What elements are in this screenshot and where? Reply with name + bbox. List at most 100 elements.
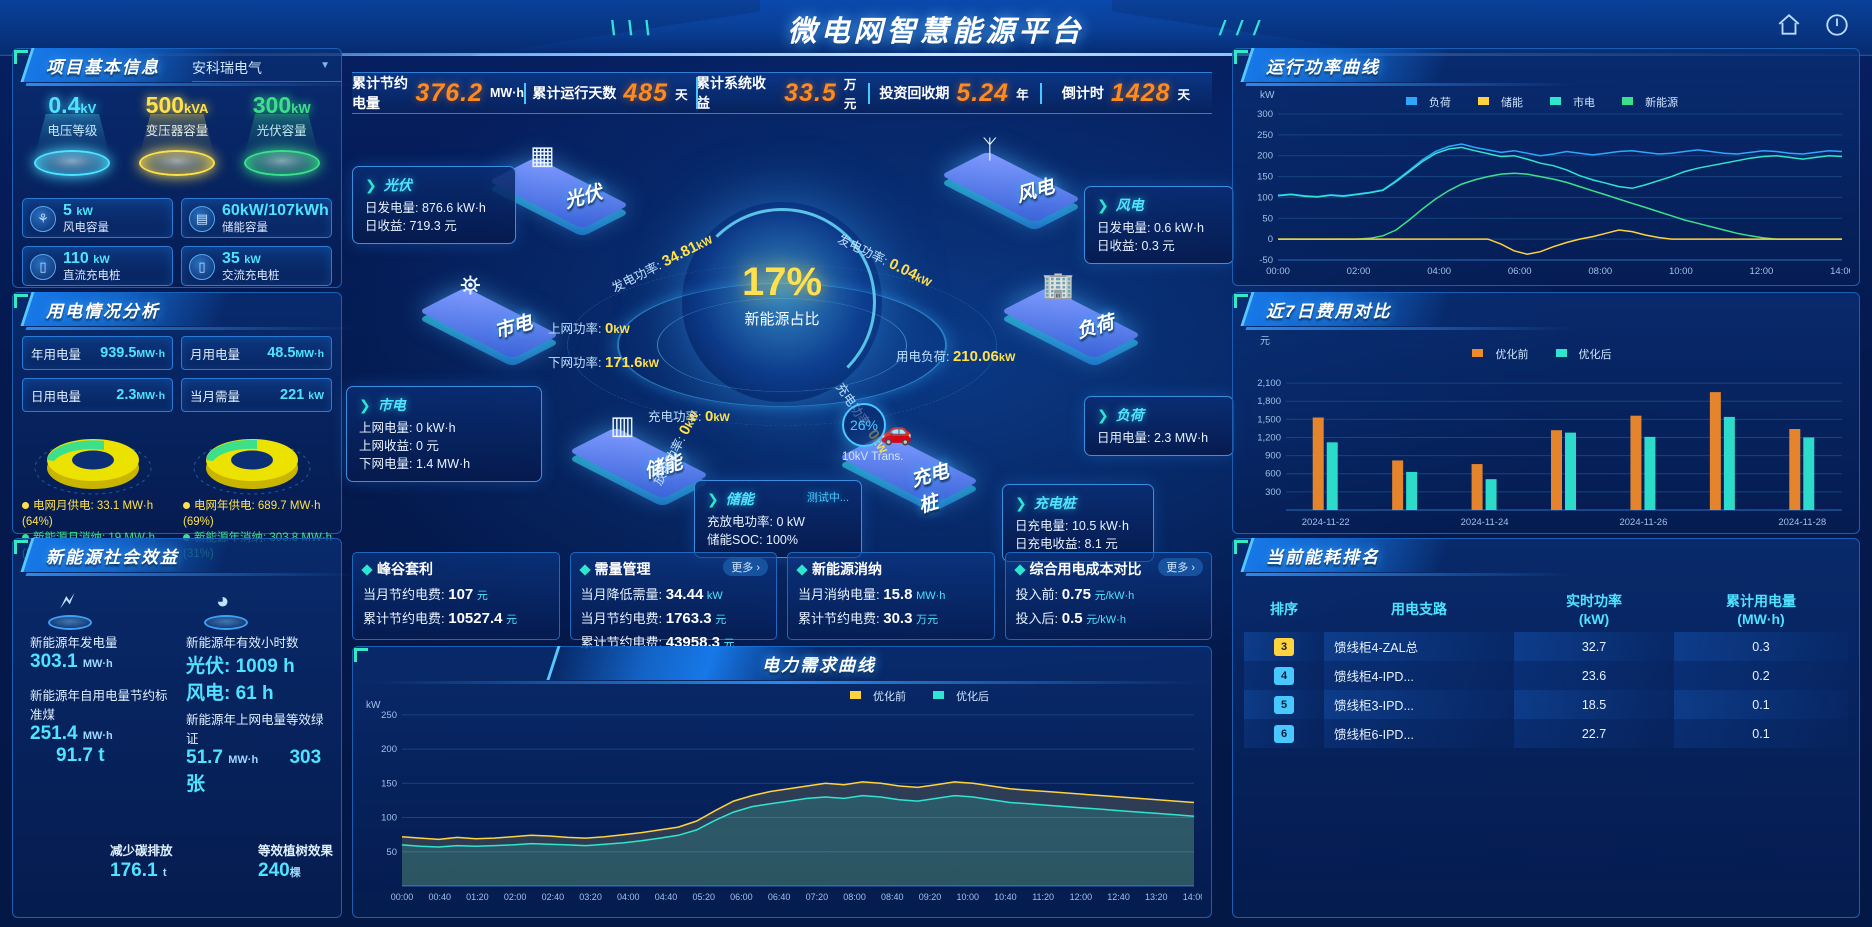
org-select-value: 安科瑞电气 [192, 60, 262, 76]
svg-text:10:00: 10:00 [956, 892, 979, 902]
card-0-row1-key: 累计节约电费: [363, 611, 445, 626]
legend-dot-icon [183, 534, 190, 541]
iso-node-pv[interactable]: ▦ 光伏 [488, 138, 630, 237]
svg-text:01:20: 01:20 [466, 892, 489, 902]
row-3-rank: 6 [1244, 719, 1324, 748]
card-1-row2-unit: 元 [723, 638, 735, 650]
card-2-row0-key: 当月消纳电量: [798, 587, 880, 602]
mini-wind-unit: kW [76, 206, 93, 218]
fee-chart-svg: 2,100 1,800 1,500 1,200 900 600 300 2024-11-22 2… [1257, 378, 1842, 528]
kpi-0-value: 376.2 [415, 78, 483, 107]
iso-node-grid[interactable]: ⛯ 市电 [418, 268, 560, 367]
svg-text:600: 600 [1265, 469, 1281, 480]
svg-text:1,500: 1,500 [1257, 414, 1281, 425]
home-icon[interactable] [1776, 12, 1802, 38]
flow-5-value: 0 [704, 408, 714, 425]
mini-storage-value: 60kW/107kWh [222, 202, 329, 219]
infobox-storage[interactable]: 储能 测试中... 充放电功率: 0 kW 储能SOC: 100% [694, 480, 862, 558]
infobox-grid[interactable]: 市电 上网电量: 0 kW·h 上网收益: 0 元 下网电量: 1.4 MW·h [346, 386, 542, 482]
hero-transformer-value: 500 [145, 92, 185, 118]
table-row[interactable]: 5 馈线柜3-IPD... 18.5 0.1 [1244, 690, 1848, 719]
transmission-tower-icon: ⛯ [460, 270, 481, 300]
social-title: 新能源社会效益 [12, 538, 357, 576]
usage-month[interactable]: 月用电量 48.5MW·h [181, 336, 332, 370]
mini-wind-capacity[interactable]: ⚘ 5 kW 风电容量 [22, 198, 173, 238]
corner-marker-icon [14, 50, 28, 64]
row-1-rank: 4 [1244, 661, 1324, 690]
svg-text:2024-11-26: 2024-11-26 [1619, 517, 1667, 528]
usage-month-unit: MW·h [295, 348, 324, 360]
svg-text:02:00: 02:00 [504, 892, 527, 902]
table-row[interactable]: 4 馈线柜4-IPD... 23.6 0.2 [1244, 661, 1848, 690]
corner-marker-icon [1234, 540, 1248, 554]
infobox-storage-row-1: 储能SOC: 100% [707, 533, 799, 547]
svg-text:06:40: 06:40 [768, 892, 791, 902]
donut-month [18, 420, 177, 500]
card-0-row1-value: 10527.4 [448, 610, 503, 627]
mini-dc-charger[interactable]: ▯ 110 kW 直流充电桩 [22, 246, 173, 286]
title-underline [25, 327, 357, 330]
svg-text:900: 900 [1265, 451, 1281, 462]
legend-grid-year-value: 689.7 MW·h (69%) [183, 500, 321, 528]
demand-chart: 优化前 优化后 kW 250 200 150 100 50 00:00 00:40 01:20… [362, 684, 1202, 912]
donut-year-svg [193, 439, 311, 495]
mini-storage-capacity[interactable]: ▤ 60kW/107kWh 储能容量 [181, 198, 332, 238]
demand-title: 电力需求曲线 [352, 646, 1212, 684]
demand-legend: 优化前 优化后 [842, 688, 1202, 704]
card-2-row1-unit: 万元 [916, 614, 939, 626]
card-renewable-consumption[interactable]: 新能源消纳 当月消纳电量: 15.8 MW·h 累计节约电费: 30.3 万元 [787, 552, 995, 640]
header-actions[interactable] [1776, 12, 1850, 38]
svg-text:12:00: 12:00 [1750, 266, 1774, 277]
infobox-load[interactable]: 负荷 日用电量: 2.3 MW·h [1084, 396, 1234, 456]
transformer-load-indicator: 26% 10kV Trans. [842, 403, 903, 463]
social-0-label: 新能源年发电量 [30, 636, 118, 650]
social-cell-effective-hours: ◕ 新能源年有效小时数 光伏: 1009 h 风电: 61 h 新能源年上网电量… [178, 584, 334, 796]
usage-day[interactable]: 日用电量 2.3MW·h [22, 378, 173, 412]
social-grid: 🗲 新能源年发电量 303.1 MW·h 新能源年自用电量节约标准煤 251.4… [22, 584, 334, 904]
title-slash-left: \ \ \ [610, 18, 653, 40]
svg-text:300: 300 [1265, 487, 1281, 498]
hero-pv-value: 300 [252, 92, 292, 118]
power-icon[interactable] [1824, 12, 1850, 38]
svg-text:50: 50 [386, 847, 397, 858]
card-0-row0-unit: 元 [476, 590, 488, 602]
infobox-wind-title: 风电 [1097, 195, 1221, 215]
social-2-extra: 91.7 t [56, 745, 105, 766]
infobox-charger[interactable]: 充电桩 日充电量: 10.5 kW·h 日充电收益: 8.1 元 [1002, 484, 1154, 562]
infobox-wind[interactable]: 风电 日发电量: 0.6 kW·h 日收益: 0.3 元 [1084, 186, 1234, 264]
flow-label-export: 上网功率: 0kW [548, 318, 630, 337]
fee-title: 近7日费用对比 [1232, 292, 1860, 330]
usage-demand[interactable]: 当月需量 221 kW [181, 378, 332, 412]
iso-node-wind[interactable]: ᛉ 风电 [940, 132, 1082, 231]
svg-text:150: 150 [381, 778, 397, 789]
mini-ac-charger[interactable]: ▯ 35 kW 交流充电桩 [181, 246, 332, 286]
svg-text:10:40: 10:40 [994, 892, 1017, 902]
card-3-more-button[interactable]: 更多 › [1158, 558, 1203, 576]
svg-text:12:40: 12:40 [1107, 892, 1130, 902]
iso-node-load[interactable]: 🏢 负荷 [1000, 268, 1142, 367]
infobox-load-row-0: 日用电量: 2.3 MW·h [1097, 431, 1209, 445]
donut-month-svg [34, 439, 152, 495]
table-row[interactable]: 3 馈线柜4-ZAL总 32.7 0.3 [1244, 632, 1848, 661]
chevron-down-icon[interactable]: ▼ [320, 60, 330, 71]
iso-node-storage[interactable]: ▥ 储能 [568, 408, 710, 507]
legend-dot-icon [183, 502, 190, 509]
hero-voltage: 0.4kV 电压等级 [20, 92, 125, 192]
card-cost-comparison[interactable]: 综合用电成本对比 更多 › 投入前: 0.75 元/kW·h 投入后: 0.5 … [1004, 552, 1212, 640]
usage-year[interactable]: 年用电量 939.5MW·h [22, 336, 173, 370]
card-1-more-button[interactable]: 更多 › [723, 558, 768, 576]
title-underline [25, 83, 357, 86]
mini-wind-label: 风电容量 [63, 222, 109, 234]
social-3-unit: MW·h [228, 754, 259, 766]
social-co2-row: 减少碳排放 176.1 t [110, 844, 173, 882]
hero-transformer-unit: kVA [184, 101, 209, 116]
social-title-text: 新能源社会效益 [46, 548, 179, 567]
card-peak-valley[interactable]: 峰谷套利 当月节约电费: 107 元 累计节约电费: 10527.4 元 [352, 552, 560, 640]
card-demand-mgmt[interactable]: 需量管理 更多 › 当月降低需量: 34.44 kW 当月节约电费: 1763.… [569, 552, 777, 651]
social-5-value: 240 [258, 860, 290, 881]
card-3-row0-unit: 元/kW·h [1094, 590, 1135, 602]
org-select[interactable]: 安科瑞电气 ▼ [192, 58, 342, 82]
infobox-pv[interactable]: 光伏 日发电量: 876.6 kW·h 日收益: 719.3 元 [352, 166, 516, 244]
mini-ac-unit: kW [244, 254, 261, 266]
table-row[interactable]: 6 馈线柜6-IPD... 22.7 0.1 [1244, 719, 1848, 748]
